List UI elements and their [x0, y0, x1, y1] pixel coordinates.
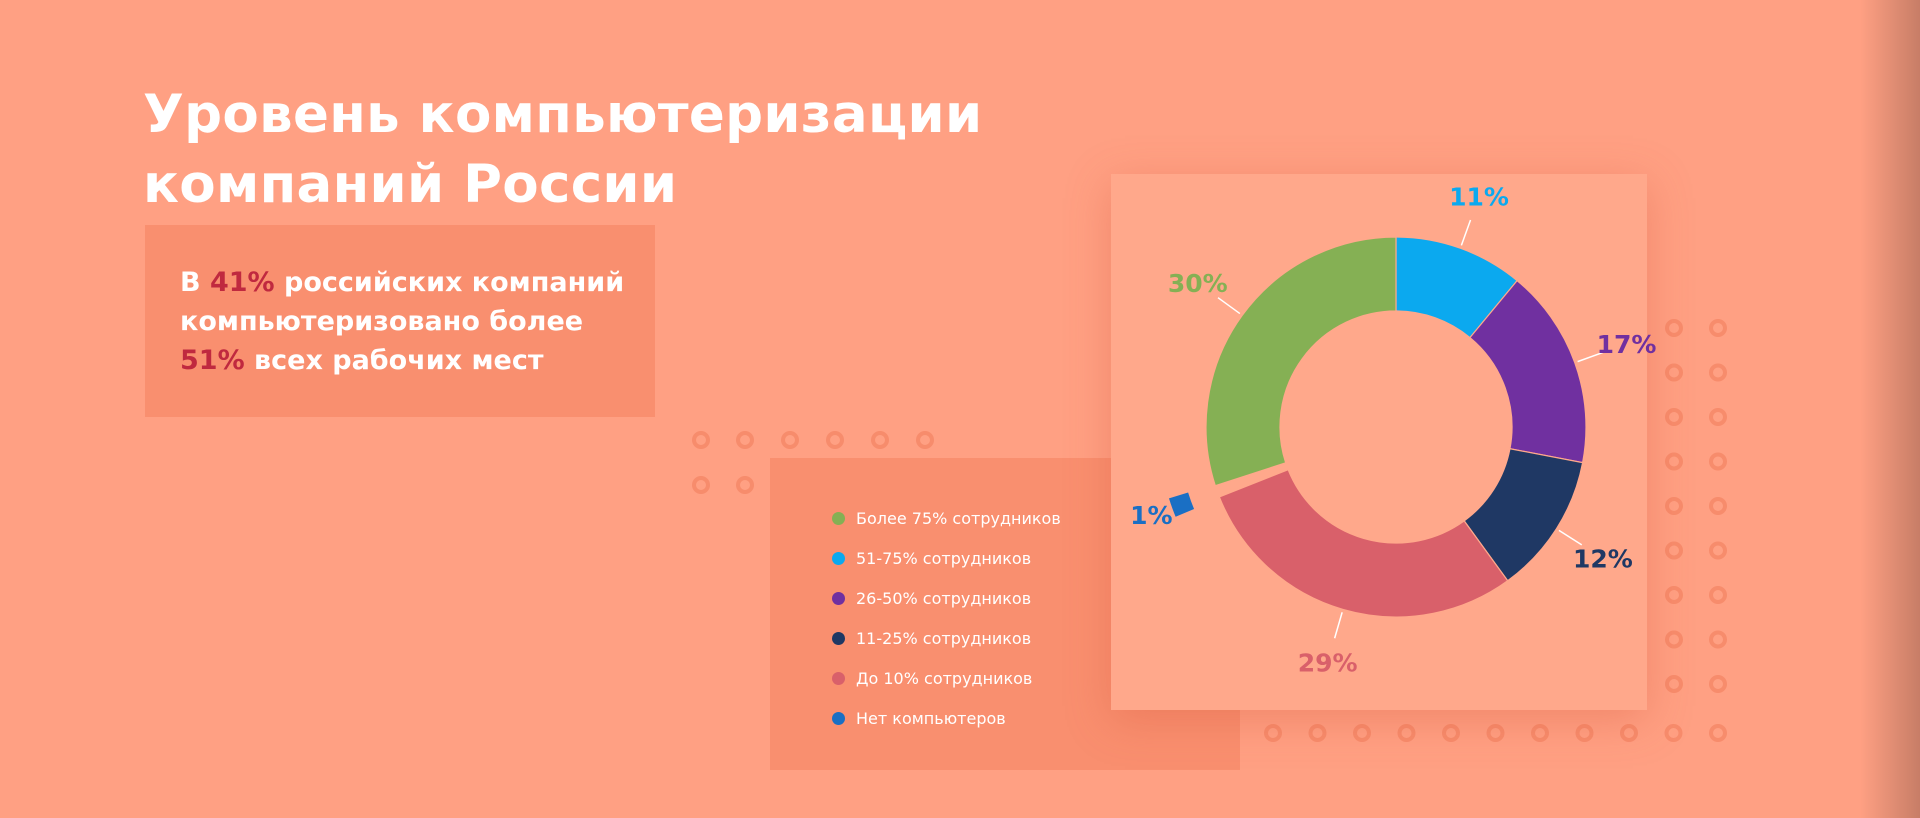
legend-label: Более 75% сотрудников [856, 508, 1061, 528]
decor-dot [1308, 724, 1327, 742]
legend-item-more-75: Более 75% сотрудников [832, 506, 1061, 530]
legend-dot [832, 511, 845, 525]
donut-slice-4 [1168, 492, 1195, 517]
legend-dot [832, 551, 845, 565]
slice-label-5: 30% [1168, 269, 1228, 298]
decor-dot [871, 431, 889, 449]
decor-dot [1664, 724, 1683, 742]
decor-dot [1709, 497, 1727, 515]
decor-dot [1575, 724, 1594, 742]
right-edge-shadow [1860, 0, 1920, 818]
decor-dot [1620, 724, 1638, 742]
slice-label-2: 12% [1573, 544, 1633, 573]
leader-line-0 [1460, 219, 1472, 246]
leader-line-1 [1577, 351, 1604, 363]
page-title-line-1: Уровень компьютеризации [143, 84, 983, 145]
slice-label-4: 1% [1130, 501, 1172, 530]
decor-dot [1709, 630, 1727, 649]
legend-item-51-75: 51-75% сотрудников [832, 546, 1031, 570]
decor-dot [781, 431, 799, 449]
legend-dot [832, 711, 845, 725]
stat-line-1: В 41% российских компаний [180, 263, 624, 302]
slice-label-0: 11% [1449, 182, 1509, 211]
stat-text: В 41% российских компаний компьютеризова… [180, 263, 624, 380]
page-title: Уровень компьютеризации компаний России [143, 80, 982, 220]
stat-box: В 41% российских компаний компьютеризова… [145, 225, 655, 417]
decor-dot [1264, 724, 1282, 742]
legend-dot [832, 591, 845, 605]
legend-label: 11-25% сотрудников [856, 628, 1032, 648]
decor-dot [1709, 675, 1727, 693]
legend-label: 26-50% сотрудников [856, 588, 1032, 608]
decor-dot [1709, 724, 1727, 742]
decor-dot [692, 431, 710, 449]
decor-dot [1665, 319, 1683, 337]
stat-line-1-suffix: российских компаний [274, 267, 625, 298]
legend-label: 51-75% сотрудников [856, 548, 1032, 568]
legend-label: Нет компьютеров [856, 708, 1006, 728]
page-title-line-2: компаний России [143, 154, 678, 215]
slice-label-3: 29% [1298, 648, 1358, 677]
stat-line-3-suffix: всех рабочих мест [244, 345, 544, 376]
legend-item-26-50: 26-50% сотрудников [832, 586, 1031, 610]
legend-item-no-computers: Нет компьютеров [832, 706, 1006, 730]
legend-item-11-25: 11-25% сотрудников [832, 626, 1031, 650]
legend-label: До 10% сотрудников [856, 668, 1033, 688]
stat-line-2: компьютеризовано более [180, 306, 584, 337]
decor-dot [1709, 586, 1727, 604]
decor-dot [826, 431, 844, 449]
decor-dot [1397, 724, 1416, 742]
stat-line-1-prefix: В [180, 267, 210, 298]
decor-dot [1665, 541, 1683, 560]
donut-slice-3 [1218, 468, 1509, 618]
leader-line-3 [1333, 612, 1343, 639]
leader-line-2 [1558, 529, 1583, 546]
legend-dot [832, 631, 845, 645]
decor-dot [1665, 408, 1683, 426]
decor-dot [916, 431, 934, 449]
stat-highlight-51: 51% [180, 345, 245, 376]
decor-dot [1665, 675, 1683, 693]
decor-dot [1665, 586, 1683, 604]
stat-line-3: 51% всех рабочих мест [180, 341, 624, 380]
decor-dot [1665, 630, 1683, 649]
donut-slice-5 [1205, 236, 1397, 487]
decor-dot [1709, 541, 1727, 560]
decor-dot [736, 431, 754, 449]
legend-dot [832, 671, 845, 685]
decor-dot [692, 476, 710, 494]
decor-dot [1665, 497, 1683, 515]
decor-dot [1531, 724, 1549, 742]
decor-dot [1353, 724, 1371, 742]
stat-highlight-41: 41% [209, 267, 275, 298]
decor-dot [1665, 452, 1683, 471]
decor-dot [1442, 724, 1460, 742]
decor-dot [736, 476, 754, 494]
decor-dot [1709, 408, 1727, 426]
decor-dot [1709, 319, 1727, 337]
decor-dot [1486, 724, 1505, 742]
slice-label-1: 17% [1597, 330, 1657, 359]
legend-item-up-to-10: До 10% сотрудников [832, 666, 1032, 690]
leader-line-5 [1217, 297, 1241, 315]
decor-dot [1665, 363, 1683, 382]
decor-dot [1709, 363, 1727, 382]
decor-dot [1709, 452, 1727, 471]
